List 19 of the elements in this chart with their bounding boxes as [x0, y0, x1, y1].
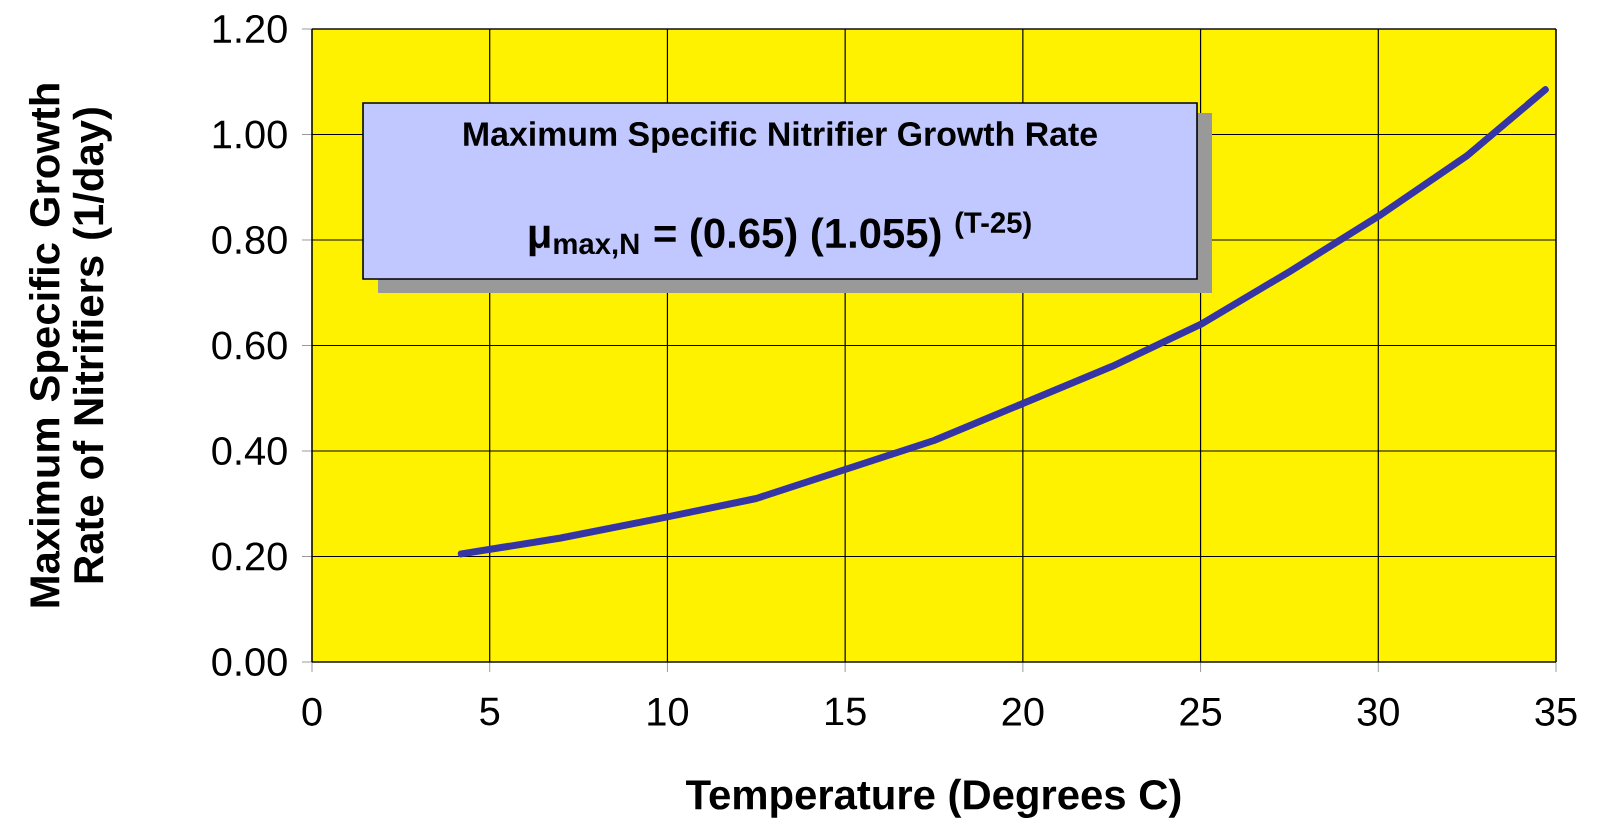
y-axis-title: Maximum Specific Growth Rate of Nitrifiers (1/day)	[28, 84, 112, 607]
y-tick-label: 0.60	[212, 331, 287, 360]
x-tick-label: 25	[1180, 697, 1222, 726]
y-tick-label: 0.20	[212, 542, 287, 571]
x-tick-label: 10	[648, 697, 689, 726]
x-tick-label: 5	[480, 697, 500, 726]
y-tick-label: 0.80	[212, 225, 287, 255]
x-tick-label: 0	[302, 697, 322, 726]
x-tick-label: 30	[1357, 697, 1399, 726]
y-tick-label: 1.20	[213, 14, 287, 44]
x-tick-label: 15	[826, 697, 866, 726]
x-tick-label: 35	[1535, 697, 1577, 726]
y-tick-label: 0.00	[212, 647, 287, 677]
annotation: Maximum Specific Nitrifier Growth Rate	[464, 121, 1097, 153]
y-tick-label: 0.40	[212, 436, 287, 466]
x-tick-label: 20	[1002, 697, 1044, 726]
y-tick-label: 1.00	[213, 120, 287, 149]
x-axis-title: Temperature (Degrees C)	[686, 778, 1181, 819]
annotation: μ$_{max,N}$ = (0.65) (1.055) $^{(T-25)}$	[529, 211, 1031, 259]
